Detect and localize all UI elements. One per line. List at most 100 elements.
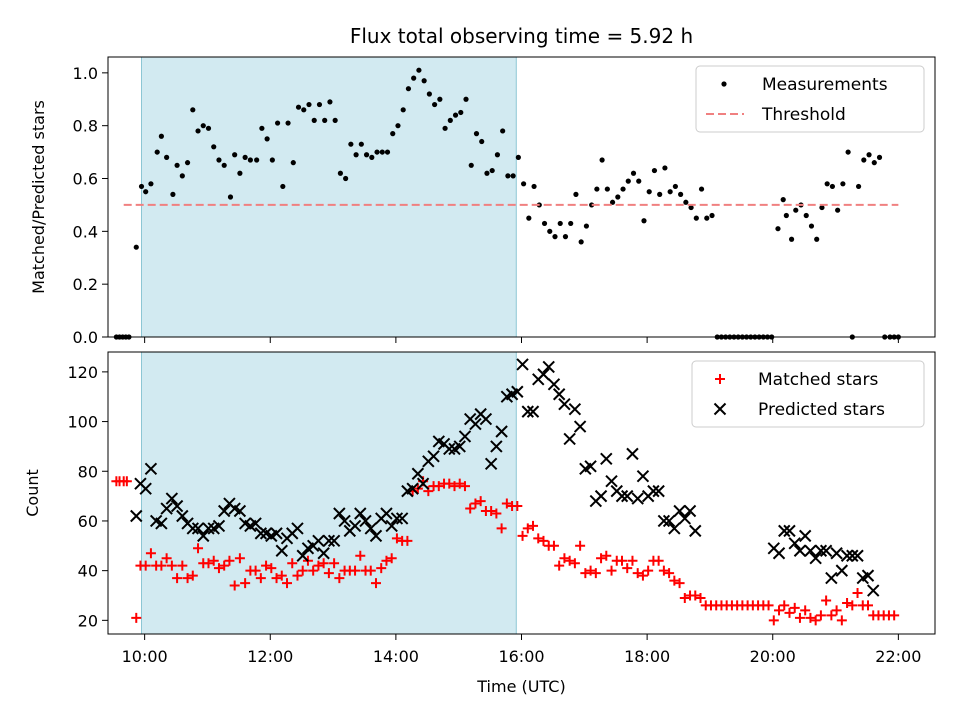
measurement-point: [739, 334, 745, 340]
measurement-point: [237, 170, 243, 176]
x-tick-label: 20:00: [750, 647, 796, 666]
measurement-point: [714, 334, 720, 340]
measurement-point: [783, 212, 789, 219]
matched-point: [391, 533, 402, 544]
matched-point: [297, 565, 308, 576]
measurement-point: [731, 334, 737, 340]
measurement-point: [562, 234, 569, 240]
matched-point: [459, 481, 470, 492]
matched-point: [323, 568, 334, 579]
predicted-point: [657, 514, 671, 528]
measurement-point: [723, 334, 729, 340]
measurement-point: [494, 152, 501, 158]
predicted-point: [395, 512, 409, 525]
matched-point: [449, 481, 460, 492]
measurement-point: [615, 194, 621, 200]
measurement-point: [764, 334, 771, 340]
predicted-point: [814, 544, 828, 557]
predicted-point: [835, 564, 849, 577]
measurement-point: [625, 178, 631, 184]
matched-point: [182, 573, 193, 584]
matched-point: [548, 540, 559, 551]
x-tick-label: 22:00: [875, 647, 921, 666]
predicted-point: [689, 524, 702, 538]
predicted-point: [683, 504, 697, 518]
predicted-point: [840, 549, 854, 562]
predicted-point: [584, 460, 597, 473]
x-axis-label: Time (UTC): [476, 677, 565, 696]
matched-point: [308, 565, 319, 576]
legend-marker-x: [713, 402, 727, 416]
y-tick-label: 0.4: [73, 222, 98, 241]
matched-point: [161, 553, 172, 564]
measurement-point: [452, 112, 459, 118]
predicted-point: [788, 537, 801, 550]
legend-box: [691, 360, 925, 428]
matched-point: [669, 575, 680, 586]
matched-point: [496, 523, 507, 534]
matched-point: [282, 578, 293, 589]
predicted-point: [804, 544, 817, 557]
matched-point: [166, 560, 177, 571]
predicted-point: [484, 457, 498, 471]
matched-point: [826, 610, 837, 621]
matched-point: [355, 550, 366, 561]
predicted-point: [327, 534, 341, 548]
measurement-point: [651, 167, 658, 174]
measurement-point: [269, 157, 275, 163]
matched-point: [831, 605, 842, 616]
measurement-point: [788, 236, 795, 242]
legend-label: Measurements: [762, 75, 888, 95]
legend: Measurements Threshold: [695, 65, 925, 133]
measurement-point: [421, 78, 427, 84]
predicted-point: [416, 477, 430, 490]
matched-point: [370, 578, 381, 589]
predicted-point: [348, 519, 362, 533]
predicted-point: [563, 432, 576, 446]
predicted-point: [861, 569, 875, 582]
measurement-point: [170, 191, 176, 197]
x-tick-label: 14:00: [373, 647, 419, 666]
y-tick-label: 40: [78, 562, 98, 581]
measurement-point: [174, 162, 180, 168]
measurement-point: [552, 234, 558, 240]
y-axis-label: Matched/Predicted stars: [29, 100, 48, 294]
measurement-point: [426, 91, 432, 97]
predicted-point: [793, 544, 807, 557]
predicted-point: [495, 425, 508, 438]
measurement-point: [882, 334, 888, 340]
measurement-point: [824, 181, 830, 187]
predicted-point: [631, 492, 644, 505]
measurement-point: [604, 186, 610, 192]
predicted-point: [427, 450, 440, 463]
measurement-point: [179, 173, 185, 179]
predicted-point: [568, 402, 582, 416]
predicted-point: [830, 547, 843, 560]
measurement-point: [748, 334, 754, 340]
matched-point: [402, 535, 413, 546]
predicted-point: [385, 519, 398, 533]
predicted-point: [170, 499, 184, 513]
measurement-point: [500, 128, 506, 134]
measurement-point: [756, 334, 762, 340]
matched-point: [559, 553, 570, 564]
matched-point: [810, 615, 821, 626]
matched-point: [250, 565, 261, 576]
predicted-point: [678, 512, 692, 525]
predicted-point: [270, 527, 283, 540]
matched-point: [606, 565, 617, 576]
measurement-point: [442, 125, 448, 131]
predicted-point: [552, 388, 566, 401]
measurement-point: [835, 207, 841, 213]
matched-point: [794, 612, 805, 623]
matched-point: [491, 508, 502, 519]
measurement-point: [259, 125, 265, 131]
matched-point: [637, 570, 648, 581]
matched-point: [292, 570, 303, 581]
predicted-point: [165, 492, 179, 505]
measurement-point: [479, 138, 485, 145]
measurement-point: [200, 123, 206, 129]
predicted-point: [155, 517, 168, 530]
predicted-point: [542, 360, 555, 374]
measurement-point: [698, 186, 705, 192]
